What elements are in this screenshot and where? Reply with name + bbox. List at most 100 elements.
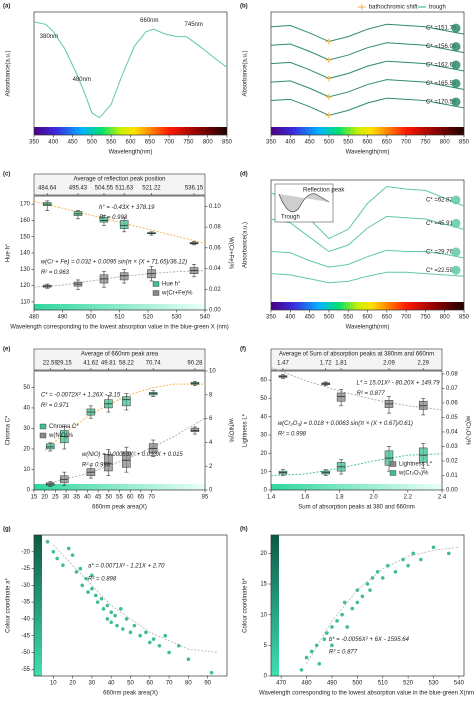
- y-tick-label: 50: [260, 396, 267, 402]
- scatter-point: [314, 643, 319, 648]
- x-tick-label: 45: [95, 495, 102, 501]
- y-tick-label: -40: [21, 617, 30, 623]
- x-tick-label: 470: [276, 681, 287, 687]
- y2-tick-label: 0.08: [446, 371, 458, 377]
- x-tick-label: 2.0: [369, 495, 378, 501]
- scatter-point: [330, 643, 334, 648]
- scatter-point: [95, 600, 100, 604]
- legend-label: Lightness L*: [399, 462, 433, 468]
- scatter-point: [355, 588, 360, 592]
- scatter-point: [186, 657, 191, 662]
- scatter-point: [431, 545, 436, 550]
- y-tick-label: 15: [260, 582, 267, 588]
- x-tick-label: 800: [440, 315, 451, 321]
- x-tick-label: 65: [138, 495, 145, 501]
- series-label: C* =45.91: [426, 221, 454, 227]
- series-label: C* =170.58: [426, 100, 457, 106]
- equation: L* = 15.01X² - 80.20X + 149.79: [357, 380, 441, 386]
- scatter-point: [151, 637, 156, 641]
- x-axis-label: Wavelength(nm): [346, 325, 390, 331]
- equation: R² = 0.898: [88, 576, 117, 582]
- y2-tick-label: 0.08: [209, 225, 221, 231]
- sample-icon: [451, 60, 461, 70]
- scatter-point: [109, 610, 113, 615]
- box-body: [418, 400, 428, 410]
- x-tick-label: 90: [204, 681, 211, 687]
- spectrum-line: [33, 21, 228, 119]
- x-tick-label: 40: [84, 495, 91, 501]
- y2-tick-label: 0.07: [446, 386, 458, 392]
- scatter-point: [124, 617, 129, 621]
- y-tick-label: 130: [20, 267, 31, 273]
- spectrum-line: [270, 271, 465, 284]
- scatter-point: [411, 551, 416, 556]
- x-tick-label: 55: [116, 495, 123, 501]
- header-value: 2.09: [383, 361, 395, 367]
- series-label: C* =29.76: [426, 250, 454, 256]
- x-tick-label: 490: [327, 681, 338, 687]
- spectrum-line: [270, 42, 465, 61]
- y-tick-label: -55: [21, 667, 30, 673]
- x-tick-label: 95: [202, 495, 209, 501]
- x-axis-label: 660nm peak area(X): [103, 691, 158, 697]
- header-value: 495.43: [69, 186, 88, 192]
- header-value: 58.22: [119, 361, 135, 367]
- x-tick-label: 800: [440, 140, 451, 146]
- equation: R² = 0.998: [278, 432, 307, 438]
- inset-frame: [274, 183, 334, 223]
- y-tick-label: -20: [21, 549, 30, 555]
- peak-annotation: 380nm: [40, 34, 58, 40]
- legend-label: trough: [429, 5, 446, 11]
- x-tick-label: 520: [143, 315, 154, 321]
- y-tick-label: -45: [21, 633, 30, 639]
- scatter-point: [209, 670, 214, 675]
- y2-tick-label: 6: [209, 416, 213, 422]
- y-tick-label: 160: [20, 218, 31, 224]
- y2-tick-label: 2: [209, 464, 213, 470]
- header-band: [33, 348, 206, 371]
- peak-annotation: 480nm: [73, 77, 91, 83]
- box-body: [99, 216, 109, 223]
- x-tick-label: 30: [63, 495, 70, 501]
- y-axis-label: Absorbance(a.u.): [243, 50, 249, 96]
- y-tick-label: 40: [260, 414, 267, 420]
- y2-tick-label: 0.06: [209, 245, 221, 251]
- legend-symbol: [152, 281, 160, 287]
- y-tick-label: 10: [260, 469, 267, 475]
- fit-line: [44, 417, 206, 485]
- plot-frame: [33, 534, 228, 677]
- header-value: 511.63: [115, 186, 134, 192]
- equation: R² = 0.990: [82, 463, 111, 469]
- scatter-point: [105, 603, 110, 608]
- x-axis-label: 660nm peak area(X): [92, 505, 147, 511]
- box-body: [336, 392, 346, 402]
- inset-label: Reflection peak: [303, 188, 345, 194]
- header-value: 49.81: [101, 361, 117, 367]
- scatter-point: [317, 661, 322, 666]
- peak-annotation: 660nm: [140, 18, 158, 24]
- x-tick-label: 490: [57, 315, 68, 321]
- header-value: 41.62: [83, 361, 99, 367]
- box-body: [45, 443, 55, 450]
- x-tick-label: 400: [48, 140, 59, 146]
- scatter-point: [325, 631, 329, 635]
- x-tick-label: 1.6: [301, 495, 310, 501]
- scatter-point: [78, 566, 83, 571]
- legend-symbol: [39, 423, 47, 430]
- header-value: 1.72: [320, 361, 332, 367]
- x-tick-label: 700: [164, 140, 175, 146]
- y-tick-label: 30: [260, 433, 267, 439]
- x-tick-label: 530: [171, 315, 182, 321]
- x-axis-label: Wavelength(nm): [109, 150, 153, 156]
- x-tick-label: 540: [200, 315, 211, 321]
- x-tick-label: 850: [459, 140, 470, 146]
- x-tick-label: 350: [29, 140, 40, 146]
- x-tick-label: 600: [362, 315, 373, 321]
- x-tick-label: 50: [105, 495, 112, 501]
- y2-tick-label: 8: [209, 392, 213, 398]
- equation: w(NiO) = 0.00053X² + 0.013X + 0.015: [82, 452, 184, 458]
- scatter-point: [157, 643, 162, 648]
- box-body: [122, 396, 131, 407]
- colour-strip: [34, 535, 42, 676]
- y-tick-label: 120: [20, 283, 31, 289]
